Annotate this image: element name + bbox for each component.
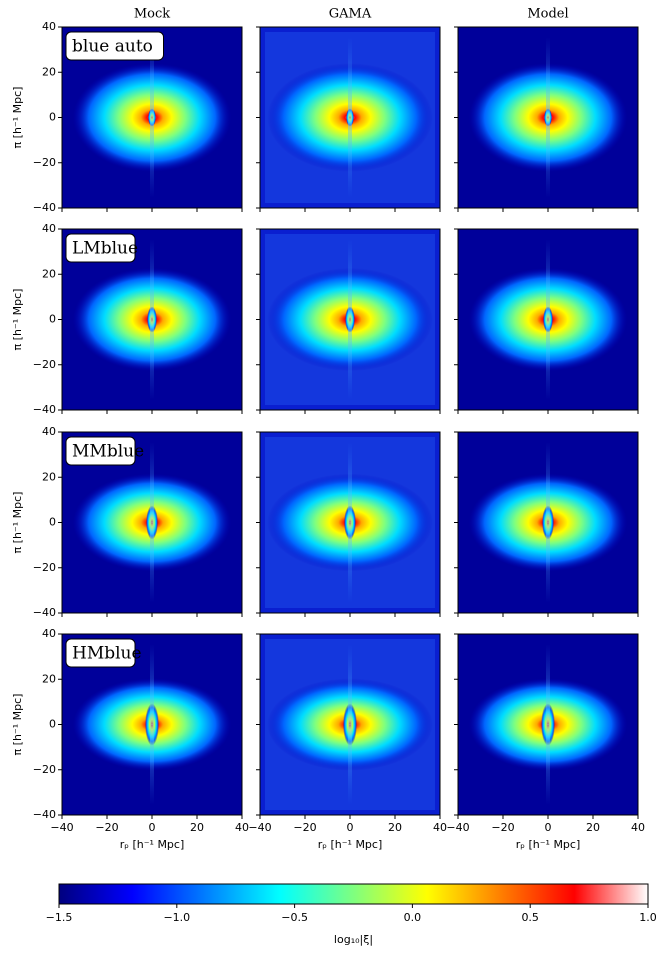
colorbar-tick-label: 1.0 xyxy=(639,911,657,924)
x-axis-label: rₚ [h⁻¹ Mpc] xyxy=(120,838,185,851)
y-tick-label: 40 xyxy=(42,222,56,235)
colorbar-tick-label: −1.0 xyxy=(163,911,190,924)
heatmap-panel xyxy=(259,431,441,614)
row-label: LMblue xyxy=(65,233,138,263)
finger-of-god xyxy=(150,644,154,805)
finger-of-god xyxy=(348,644,352,805)
finger-of-god xyxy=(150,239,154,400)
colorbar-tick-label: 0.0 xyxy=(404,911,422,924)
row-label-box xyxy=(65,638,136,668)
row-label-text: LMblue xyxy=(72,239,138,259)
y-tick-label: 20 xyxy=(42,470,56,483)
column-title: Model xyxy=(527,7,568,22)
y-tick-label: 0 xyxy=(49,313,56,326)
x-tick-label: 20 xyxy=(190,821,204,834)
y-tick-label: 0 xyxy=(49,111,56,124)
y-tick-label: 40 xyxy=(42,425,56,438)
y-axis-label: π [h⁻¹ Mpc] xyxy=(11,87,24,149)
finger-of-god xyxy=(546,37,550,198)
finger-of-god xyxy=(348,239,352,400)
finger-of-god xyxy=(546,239,550,400)
x-tick-label: 40 xyxy=(433,821,447,834)
row-label-box xyxy=(65,31,164,61)
column-title: GAMA xyxy=(329,7,372,22)
finger-of-god xyxy=(546,442,550,603)
finger-of-god xyxy=(348,37,352,198)
heatmap-panel xyxy=(259,633,441,816)
column-title: Mock xyxy=(134,7,170,22)
y-tick-label: 40 xyxy=(42,627,56,640)
x-tick-label: 0 xyxy=(545,821,552,834)
x-tick-label: −20 xyxy=(293,821,316,834)
x-tick-label: 20 xyxy=(586,821,600,834)
x-tick-label: 40 xyxy=(631,821,645,834)
heatmap-panel xyxy=(457,633,639,816)
y-tick-label: 0 xyxy=(49,516,56,529)
row-label: HMblue xyxy=(65,638,142,668)
x-tick-label: −40 xyxy=(50,821,73,834)
y-tick-label: 20 xyxy=(42,65,56,78)
y-tick-label: 20 xyxy=(42,267,56,280)
y-tick-label: −40 xyxy=(33,201,56,214)
x-tick-label: −40 xyxy=(446,821,469,834)
x-axis-label: rₚ [h⁻¹ Mpc] xyxy=(318,838,383,851)
y-tick-label: −20 xyxy=(33,358,56,371)
y-axis-label: π [h⁻¹ Mpc] xyxy=(11,289,24,351)
y-tick-label: −20 xyxy=(33,763,56,776)
y-tick-label: 40 xyxy=(42,20,56,33)
y-tick-label: −40 xyxy=(33,606,56,619)
heatmap-panel xyxy=(457,228,639,411)
row-label-text: blue auto xyxy=(72,37,153,57)
row-label: blue auto xyxy=(65,31,164,61)
colorbar-tick-label: 0.5 xyxy=(521,911,539,924)
x-tick-label: −40 xyxy=(248,821,271,834)
y-tick-label: −20 xyxy=(33,561,56,574)
row-label-box xyxy=(65,233,136,263)
row-label-text: MMblue xyxy=(72,442,144,462)
x-axis-label: rₚ [h⁻¹ Mpc] xyxy=(516,838,581,851)
row-label: MMblue xyxy=(65,436,144,466)
colorbar-tick-label: −0.5 xyxy=(281,911,308,924)
y-axis-label: π [h⁻¹ Mpc] xyxy=(11,694,24,756)
finger-of-god xyxy=(546,644,550,805)
y-tick-label: −40 xyxy=(33,808,56,821)
x-tick-label: 40 xyxy=(235,821,249,834)
y-tick-label: 20 xyxy=(42,672,56,685)
heatmap-panel xyxy=(259,26,441,209)
finger-of-god xyxy=(348,442,352,603)
x-tick-label: 20 xyxy=(388,821,402,834)
colorbar-label: log₁₀|ξ| xyxy=(334,933,373,946)
finger-of-god xyxy=(150,37,154,198)
heatmap-panel xyxy=(259,228,441,411)
row-label-box xyxy=(65,436,136,466)
y-tick-label: 0 xyxy=(49,718,56,731)
finger-of-god xyxy=(150,442,154,603)
y-axis-label: π [h⁻¹ Mpc] xyxy=(11,492,24,554)
x-tick-label: 0 xyxy=(347,821,354,834)
y-tick-label: −40 xyxy=(33,403,56,416)
x-tick-label: 0 xyxy=(149,821,156,834)
heatmap-panel xyxy=(457,26,639,209)
y-tick-label: −20 xyxy=(33,156,56,169)
colorbar-tick-label: −1.5 xyxy=(46,911,73,924)
x-tick-label: −20 xyxy=(491,821,514,834)
colorbar xyxy=(58,883,649,905)
row-label-text: HMblue xyxy=(72,644,142,664)
heatmap-panel xyxy=(457,431,639,614)
x-tick-label: −20 xyxy=(95,821,118,834)
